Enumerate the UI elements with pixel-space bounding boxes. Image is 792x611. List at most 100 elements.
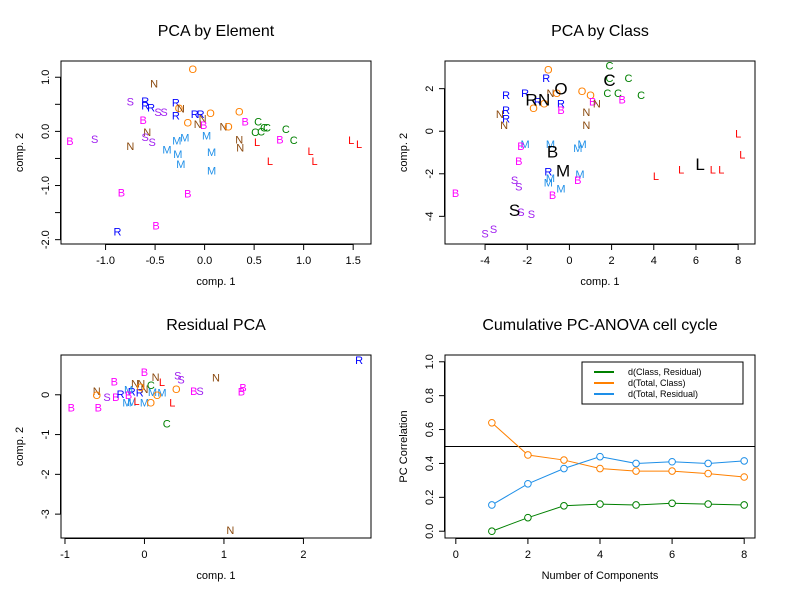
point-label-N: N [140, 384, 148, 396]
point-label-L: L [254, 137, 260, 149]
point-label-N: N [226, 525, 234, 537]
centroid-label-N: N [538, 90, 550, 109]
point-label-N: N [496, 109, 504, 121]
series-line [491, 422, 745, 478]
point-label-O: O [552, 88, 561, 100]
point-label-R: R [542, 73, 550, 85]
point-label-L: L [739, 150, 745, 162]
point-label-O: O [183, 118, 192, 130]
point-label-M: M [173, 149, 182, 161]
point-label-N: N [219, 122, 227, 134]
x-tick-label: 4 [597, 549, 603, 561]
point-label-R: R [136, 387, 144, 399]
chart-title: Residual PCA [166, 317, 266, 334]
series-point [704, 500, 712, 508]
point-label-N: N [152, 372, 160, 384]
series-point [524, 451, 532, 459]
point-label-M: M [127, 397, 136, 409]
y-tick-label: 0 [424, 128, 436, 134]
point-label-O: O [188, 64, 197, 76]
point-label-R: R [141, 96, 149, 108]
point-label-B: B [200, 120, 207, 132]
centroid-label-R: R [525, 90, 537, 109]
point-label-L: L [348, 135, 354, 147]
point-label-M: M [207, 165, 216, 177]
x-tick-label: 2 [609, 255, 615, 267]
y-tick-label: -4 [424, 211, 436, 221]
x-tick-label: -0.5 [146, 255, 165, 267]
point-label-N: N [143, 127, 151, 139]
point-label-M: M [521, 139, 530, 151]
x-axis-label: Number of Components [542, 570, 659, 582]
panel-pca-by-element: PCA by Element comp. 1 comp. 2 -1.0 -0.5 0.0 0… [14, 23, 372, 288]
series-point [596, 452, 604, 461]
point-label-L: L [159, 377, 165, 389]
x-tick-label: 4 [651, 255, 657, 267]
point-label-S: S [154, 107, 161, 119]
y-tick-label: 0 [40, 392, 52, 398]
point-label-R: R [502, 105, 510, 117]
point-label-C: C [163, 418, 171, 430]
point-label-O: O [147, 398, 156, 410]
y-tick-label: -2 [424, 169, 436, 179]
point-label-R: R [113, 227, 121, 239]
point-label-C: C [290, 135, 298, 147]
point-label-N: N [500, 120, 508, 132]
point-label-L: L [678, 165, 684, 177]
y-axis-label: comp. 2 [14, 133, 26, 172]
point-label-O: O [92, 390, 101, 402]
point-label-L: L [710, 165, 716, 177]
point-label-O: O [153, 390, 162, 402]
point-label-M: M [556, 184, 565, 196]
point-label-B: B [517, 141, 524, 153]
point-label-O: O [224, 122, 233, 134]
series-point [488, 418, 496, 427]
point-label-R: R [197, 109, 205, 121]
point-label-C: C [147, 380, 155, 392]
x-tick-label: 6 [669, 549, 675, 561]
point-label-S: S [517, 207, 524, 219]
series-point [488, 527, 496, 536]
point-label-C: C [606, 60, 614, 72]
x-axis-label: comp. 1 [580, 276, 619, 288]
point-label-M: M [157, 387, 166, 399]
point-label-R: R [117, 389, 125, 401]
point-label-B: B [112, 392, 119, 404]
centroid-label-S: S [509, 201, 520, 220]
point-label-B: B [190, 386, 197, 398]
y-tick-label: -1.0 [40, 176, 52, 195]
point-label-O: O [235, 106, 244, 118]
centroid-label-L: L [695, 155, 704, 174]
point-label-L: L [311, 156, 317, 168]
point-label-L: L [308, 146, 314, 158]
point-label-S: S [142, 132, 149, 144]
x-tick-label: 8 [741, 549, 747, 561]
x-tick-label: -1.0 [96, 255, 115, 267]
point-label-M: M [207, 147, 216, 159]
point-label-N: N [199, 113, 207, 125]
point-label-B: B [242, 117, 249, 129]
point-label-M: M [176, 159, 185, 171]
point-label-R: R [147, 103, 155, 115]
point-label-B: B [184, 189, 191, 201]
point-label-N: N [150, 79, 158, 91]
point-label-C: C [603, 88, 611, 100]
y-tick-label: 1.0 [40, 70, 52, 85]
point-label-R: R [355, 355, 363, 367]
point-label-S: S [515, 182, 522, 194]
point-label-M: M [124, 385, 133, 397]
point-label-N: N [212, 372, 220, 384]
point-label-N: N [593, 99, 601, 111]
point-label-B: B [66, 136, 73, 148]
point-label-L: L [356, 139, 362, 151]
point-label-B: B [111, 376, 118, 388]
x-tick-label: -1 [60, 549, 70, 561]
point-label-L: L [735, 128, 741, 140]
point-label-N: N [582, 120, 590, 132]
point-label-M: M [172, 136, 181, 148]
point-label-R: R [128, 387, 136, 399]
y-tick-label: 0.0 [40, 124, 52, 139]
centroid-label-B: B [547, 142, 558, 161]
point-label-S: S [127, 97, 134, 109]
